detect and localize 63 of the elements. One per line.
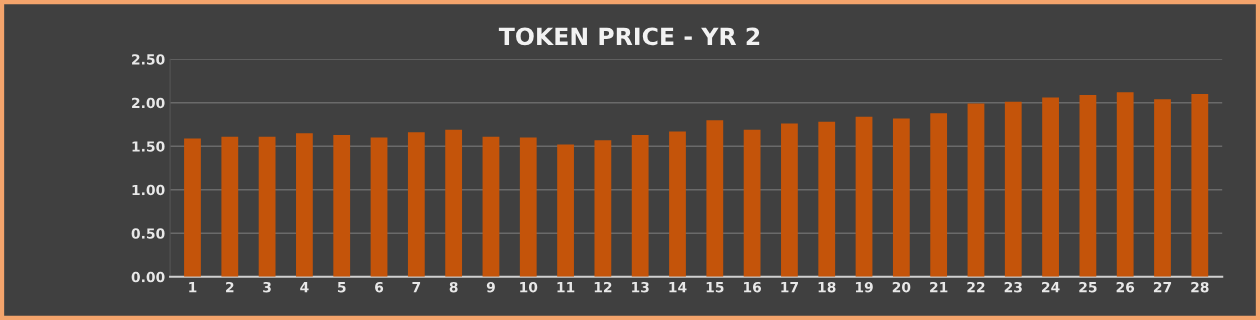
bar	[482, 136, 500, 277]
y-tick-label: 1.50	[132, 141, 165, 152]
bar	[296, 133, 313, 277]
x-tick-label: 8	[449, 281, 458, 293]
bar	[519, 137, 537, 277]
x-tick-label: 15	[706, 282, 724, 293]
bar	[1004, 101, 1022, 277]
y-tick-label: 0.00	[131, 271, 165, 283]
x-tick-label: 2	[226, 281, 234, 293]
x-tick-label: 3	[263, 281, 271, 293]
x-tick-label: 22	[967, 281, 985, 293]
bar	[631, 134, 649, 277]
bar	[1154, 99, 1171, 277]
x-tick-label: 12	[594, 281, 612, 293]
bar	[184, 138, 201, 277]
bar	[706, 120, 724, 277]
bar	[855, 116, 873, 277]
bar	[967, 103, 985, 277]
x-tick-label: 10	[520, 281, 538, 293]
x-tick-label: 23	[1004, 281, 1022, 293]
bar	[258, 136, 276, 277]
bar	[1042, 97, 1059, 277]
x-tick-label: 1	[189, 282, 197, 293]
x-tick-label: 28	[1191, 281, 1209, 293]
bar	[370, 137, 388, 277]
bar	[333, 134, 351, 277]
x-tick-label: 21	[930, 281, 948, 293]
x-tick-label: 11	[557, 282, 575, 293]
x-tick-label: 24	[1042, 281, 1060, 293]
x-tick-label: 20	[892, 281, 911, 293]
x-tick-label: 25	[1079, 281, 1097, 293]
x-tick-label: 4	[300, 282, 309, 293]
y-tick-label: 2.00	[132, 97, 165, 109]
chart-title: TOKEN PRICE - YR 2	[498, 27, 760, 46]
y-tick-label: 0.50	[131, 228, 165, 239]
bar	[557, 144, 574, 277]
bar	[818, 121, 836, 277]
x-tick-label: 16	[744, 281, 762, 293]
bar	[669, 131, 686, 277]
bar	[1116, 92, 1134, 277]
bar	[892, 118, 910, 277]
x-tick-label: 19	[855, 281, 873, 293]
x-tick-label: 18	[818, 281, 836, 293]
x-tick-label: 9	[486, 281, 495, 293]
x-tick-label: 13	[632, 281, 649, 293]
x-tick-label: 7	[412, 282, 421, 293]
y-tick-label: 2.50	[132, 54, 165, 65]
bar	[781, 123, 798, 277]
x-tick-label: 27	[1153, 281, 1172, 293]
bar	[594, 140, 612, 277]
bar	[445, 129, 463, 277]
bar	[1079, 94, 1097, 277]
x-tick-label: 5	[337, 282, 346, 293]
x-tick-label: 17	[781, 282, 798, 293]
x-tick-label: 6	[375, 281, 384, 293]
x-tick-label: 14	[669, 282, 687, 293]
bar	[221, 136, 239, 277]
x-tick-label: 26	[1116, 281, 1135, 293]
bar	[1191, 94, 1209, 277]
bar	[407, 132, 425, 277]
y-tick-label: 1.00	[132, 184, 165, 196]
bar	[930, 113, 948, 277]
bar	[743, 129, 761, 277]
